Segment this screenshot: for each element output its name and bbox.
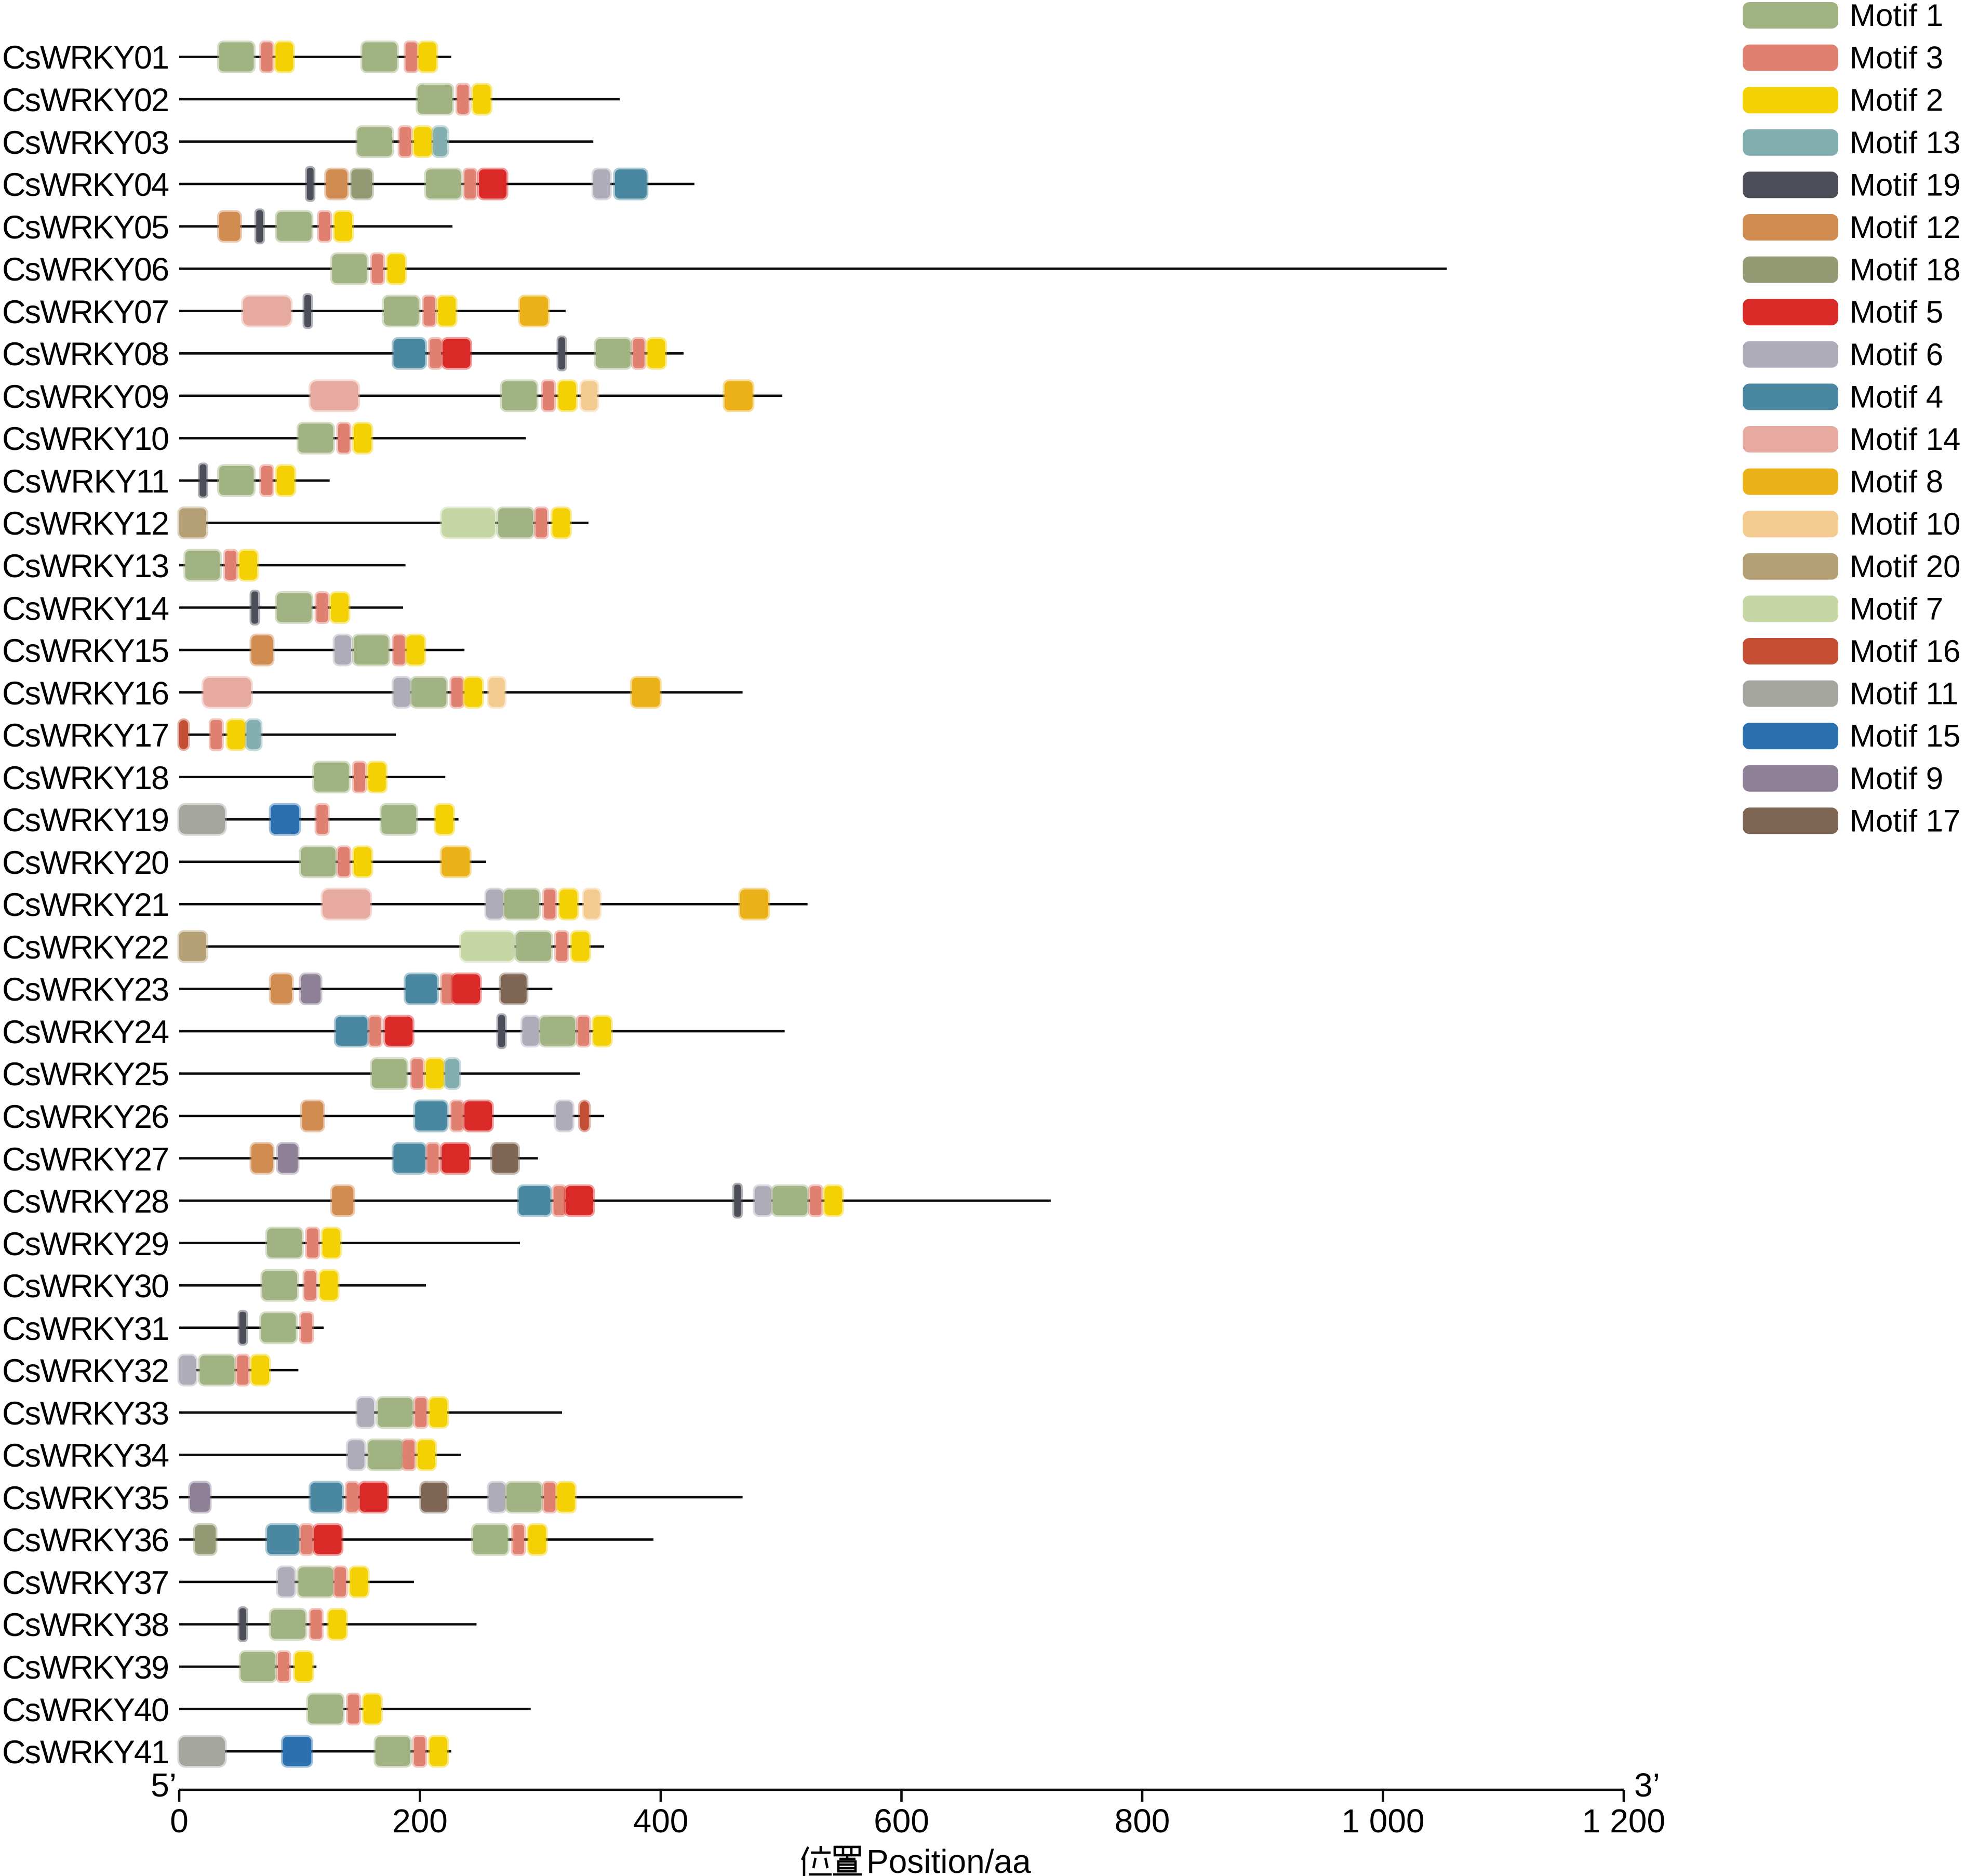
svg-text:CsWRKY34: CsWRKY34: [2, 1438, 169, 1474]
svg-text:CsWRKY17: CsWRKY17: [2, 717, 169, 754]
svg-text:200: 200: [392, 1802, 448, 1840]
svg-text:CsWRKY22: CsWRKY22: [2, 929, 169, 966]
svg-text:CsWRKY20: CsWRKY20: [2, 845, 169, 881]
svg-text:Motif 20: Motif 20: [1850, 549, 1960, 584]
svg-text:Motif 14: Motif 14: [1850, 422, 1960, 457]
svg-text:Motif 15: Motif 15: [1850, 719, 1960, 753]
svg-text:CsWRKY19: CsWRKY19: [2, 802, 169, 839]
svg-text:0: 0: [170, 1802, 189, 1840]
svg-text:Motif 2: Motif 2: [1850, 83, 1943, 117]
svg-text:CsWRKY13: CsWRKY13: [2, 548, 169, 584]
svg-text:800: 800: [1115, 1802, 1170, 1840]
svg-text:CsWRKY27: CsWRKY27: [2, 1141, 169, 1178]
svg-text:CsWRKY16: CsWRKY16: [2, 675, 169, 712]
svg-text:Position/aa: Position/aa: [866, 1843, 1031, 1876]
svg-text:Motif 18: Motif 18: [1850, 252, 1960, 287]
svg-text:CsWRKY38: CsWRKY38: [2, 1607, 169, 1643]
svg-text:CsWRKY21: CsWRKY21: [2, 887, 169, 923]
svg-text:Motif 5: Motif 5: [1850, 295, 1943, 329]
svg-text:CsWRKY39: CsWRKY39: [2, 1649, 169, 1686]
svg-text:CsWRKY25: CsWRKY25: [2, 1056, 169, 1093]
svg-text:CsWRKY15: CsWRKY15: [2, 633, 169, 669]
svg-text:Motif 11: Motif 11: [1850, 676, 1958, 711]
svg-text:CsWRKY01: CsWRKY01: [2, 39, 169, 76]
svg-text:CsWRKY07: CsWRKY07: [2, 294, 169, 330]
svg-text:1 200: 1 200: [1582, 1802, 1665, 1840]
svg-text:CsWRKY24: CsWRKY24: [2, 1014, 169, 1050]
svg-text:CsWRKY36: CsWRKY36: [2, 1522, 169, 1559]
svg-text:Motif 10: Motif 10: [1850, 507, 1960, 541]
svg-text:CsWRKY03: CsWRKY03: [2, 125, 169, 161]
svg-text:3’: 3’: [1634, 1766, 1660, 1804]
svg-text:CsWRKY23: CsWRKY23: [2, 972, 169, 1008]
svg-text:CsWRKY30: CsWRKY30: [2, 1268, 169, 1305]
svg-text:CsWRKY10: CsWRKY10: [2, 421, 169, 457]
svg-text:CsWRKY11: CsWRKY11: [2, 463, 169, 500]
svg-text:CsWRKY40: CsWRKY40: [2, 1692, 169, 1728]
svg-text:Motif 17: Motif 17: [1850, 803, 1960, 838]
svg-text:CsWRKY41: CsWRKY41: [2, 1734, 169, 1771]
svg-text:Motif 4: Motif 4: [1850, 379, 1943, 414]
svg-text:CsWRKY35: CsWRKY35: [2, 1480, 169, 1516]
svg-text:CsWRKY32: CsWRKY32: [2, 1353, 169, 1389]
svg-text:600: 600: [874, 1802, 929, 1840]
svg-text:CsWRKY29: CsWRKY29: [2, 1226, 169, 1262]
svg-text:CsWRKY18: CsWRKY18: [2, 760, 169, 796]
svg-text:CsWRKY37: CsWRKY37: [2, 1565, 169, 1601]
svg-text:CsWRKY08: CsWRKY08: [2, 336, 169, 372]
svg-text:CsWRKY02: CsWRKY02: [2, 82, 169, 118]
svg-text:CsWRKY12: CsWRKY12: [2, 505, 169, 542]
svg-text:400: 400: [633, 1802, 689, 1840]
svg-text:Motif 3: Motif 3: [1850, 41, 1943, 75]
svg-text:1 000: 1 000: [1341, 1802, 1424, 1840]
svg-text:Motif 13: Motif 13: [1850, 125, 1960, 160]
svg-text:Motif 8: Motif 8: [1850, 464, 1943, 499]
svg-text:Motif 9: Motif 9: [1850, 761, 1943, 796]
svg-text:Motif 12: Motif 12: [1850, 210, 1960, 245]
svg-text:Motif 16: Motif 16: [1850, 634, 1960, 669]
svg-text:CsWRKY26: CsWRKY26: [2, 1099, 169, 1135]
svg-text:Motif 1: Motif 1: [1850, 0, 1943, 33]
svg-text:CsWRKY05: CsWRKY05: [2, 209, 169, 246]
svg-text:CsWRKY09: CsWRKY09: [2, 379, 169, 415]
svg-text:CsWRKY33: CsWRKY33: [2, 1395, 169, 1432]
svg-text:CsWRKY14: CsWRKY14: [2, 591, 169, 627]
svg-text:Motif 6: Motif 6: [1850, 337, 1943, 372]
svg-text:Motif 19: Motif 19: [1850, 167, 1960, 202]
svg-text:Motif 7: Motif 7: [1850, 591, 1943, 626]
svg-text:CsWRKY28: CsWRKY28: [2, 1183, 169, 1220]
svg-text:CsWRKY31: CsWRKY31: [2, 1311, 169, 1347]
svg-text:CsWRKY04: CsWRKY04: [2, 167, 169, 203]
svg-text:5’: 5’: [151, 1766, 177, 1804]
svg-text:CsWRKY06: CsWRKY06: [2, 251, 169, 288]
